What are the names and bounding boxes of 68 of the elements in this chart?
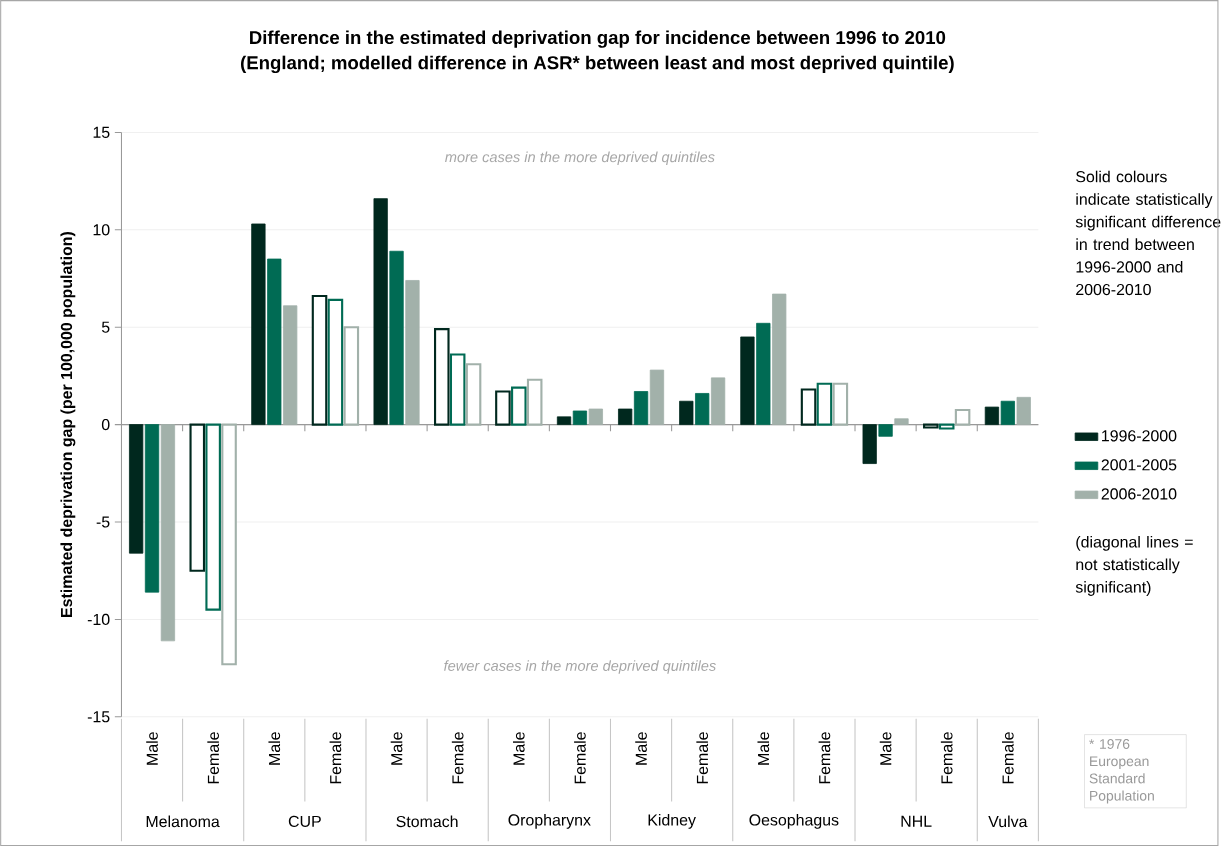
chart-title: Difference in the estimated deprivation gap for incidence between 1996 to 2010 <box>250 30 946 48</box>
x-tick-label: Male <box>268 732 281 765</box>
x-tick-label: Male <box>390 732 403 765</box>
x-tick-label: Male <box>757 732 770 765</box>
bar <box>160 424 176 642</box>
bar <box>618 408 633 425</box>
bar <box>144 424 160 593</box>
bar <box>649 369 665 425</box>
bar <box>710 377 726 425</box>
bar <box>267 258 282 425</box>
chart-subtitle: (England; modelled difference in ASR* between least and most deprived quintile) <box>240 55 954 73</box>
y-tick-label: 10 <box>93 224 110 236</box>
legend-label: 2006-2010 <box>1101 488 1177 500</box>
bar <box>894 418 909 425</box>
x-tick-label: Male <box>146 732 158 765</box>
bar <box>1016 396 1031 425</box>
text: Stomach <box>396 815 458 828</box>
text: NHL <box>901 815 932 827</box>
bar <box>373 198 388 425</box>
y-tick-label: 5 <box>101 321 110 333</box>
text: Oropharynx <box>508 813 591 829</box>
bar <box>756 322 771 425</box>
y-tick-label: -15 <box>87 711 110 723</box>
legend-label: 1996-2000 <box>1102 430 1177 442</box>
text: * 1976 European Standard Population <box>1089 738 1154 804</box>
bar <box>588 408 603 425</box>
bar <box>283 305 298 425</box>
annotation: fewer cases in the more deprived quintiles <box>444 660 716 674</box>
bar <box>679 400 694 425</box>
bar <box>572 410 588 425</box>
bar <box>556 416 572 425</box>
text: Melanoma <box>146 815 220 828</box>
bar <box>878 424 893 437</box>
bar <box>405 279 420 425</box>
annotation: more cases in the more deprived quintiles <box>445 151 715 165</box>
x-tick-label: Female <box>818 732 831 784</box>
text: Vulva <box>988 815 1028 828</box>
y-tick-label: -10 <box>87 613 110 625</box>
x-tick-label: Male <box>879 732 892 765</box>
x-tick-label: Female <box>574 732 586 784</box>
text: CUP <box>288 815 321 827</box>
legend-label: 2001-2005 <box>1101 459 1177 471</box>
bar <box>251 223 266 425</box>
bar <box>389 250 404 425</box>
text: Kidney <box>648 813 696 829</box>
bar <box>740 336 755 425</box>
text: Solid colours indicate statistically significant difference in trend between 1996-2000 and 2006-2010 <box>1075 170 1221 296</box>
x-tick-label: Female <box>1001 732 1014 784</box>
y-tick-label: 0 <box>101 418 110 431</box>
bar <box>862 424 877 464</box>
x-tick-label: Male <box>512 732 525 765</box>
bar <box>633 390 649 425</box>
bar <box>772 293 787 425</box>
x-tick-label: Female <box>451 732 464 784</box>
bar <box>129 424 144 554</box>
text: (diagonal lines = not statistically significant) <box>1075 535 1193 596</box>
x-tick-label: Female <box>696 732 709 784</box>
bar <box>984 406 1000 425</box>
text: Oesophagus <box>749 813 839 829</box>
y-axis-title: Estimated deprivation gap (per 100,000 population) <box>60 231 76 617</box>
x-tick-label: Female <box>207 732 219 784</box>
bar <box>695 392 710 425</box>
y-tick-label: 15 <box>93 126 110 138</box>
y-tick-label: -5 <box>96 516 110 528</box>
x-tick-label: Female <box>940 732 953 784</box>
x-tick-label: Male <box>635 732 647 765</box>
bar <box>1000 400 1015 425</box>
x-tick-label: Female <box>329 732 342 784</box>
